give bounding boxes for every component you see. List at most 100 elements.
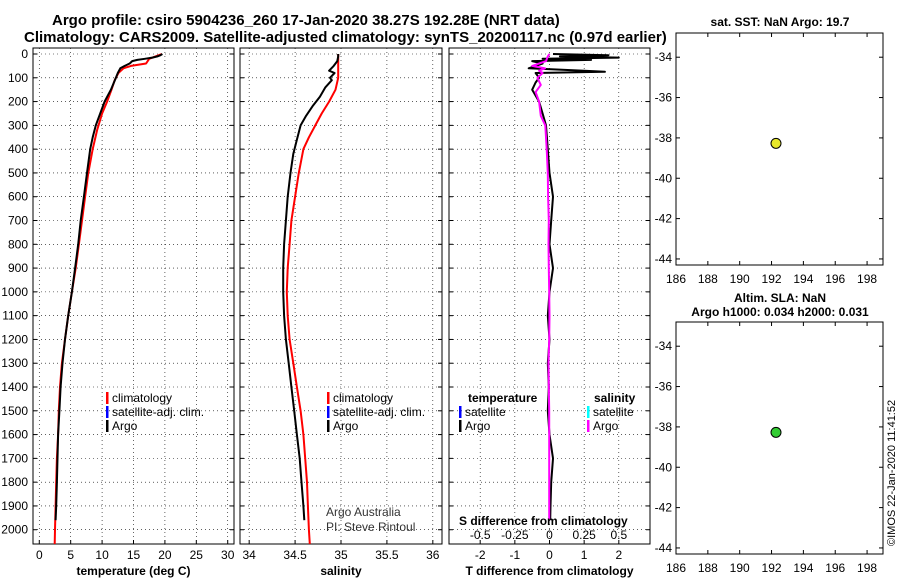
sst-map-ytick-label: -36: [655, 91, 673, 105]
tdiff-legend-swatch: [459, 420, 462, 432]
difference-xtick-label: 2: [615, 548, 622, 562]
sst-map-xtick-label: 196: [825, 272, 845, 286]
depth-tick-label: 1300: [1, 356, 28, 370]
depth-tick-label: 1100: [2, 309, 28, 323]
depth-tick-label: 1500: [1, 404, 28, 418]
sla-map-ytick-label: -36: [655, 380, 673, 394]
temperature-xtick-label: 0: [36, 548, 43, 562]
sst-map-xtick-label: 188: [698, 272, 718, 286]
depth-tick-label: 200: [8, 95, 28, 109]
sla-map-xtick-label: 190: [730, 561, 750, 575]
difference-secondary-tick-label: 0.25: [572, 528, 596, 542]
difference-xlabel: T difference from climatology: [465, 564, 633, 578]
temperature-xlabel: temperature (deg C): [76, 564, 190, 578]
sla-map-xtick-label: 186: [666, 561, 686, 575]
depth-tick-label: 1200: [1, 332, 28, 346]
salinity-legend-label: satellite-adj. clim.: [333, 405, 425, 419]
sla-map-frame: [675, 321, 884, 555]
difference-xtick-label: 0: [546, 548, 553, 562]
imos-timestamp: ©IMOS 22-Jan-2020 11:41:52: [886, 399, 898, 546]
sla-map-xtick-label: 198: [857, 561, 877, 575]
depth-tick-label: 1600: [1, 428, 28, 442]
difference-secondary-tick-label: 0.5: [610, 528, 627, 542]
figure-title-line2: Climatology: CARS2009. Satellite-adjuste…: [24, 29, 667, 46]
depth-tick-label: 0: [21, 47, 28, 61]
salinity-xlabel: salinity: [320, 564, 362, 578]
argo-australia-credit: Argo Australia: [326, 505, 401, 519]
sla-map-title-line1: Altim. SLA: NaN: [733, 291, 826, 305]
difference-xtick-label: -2: [475, 548, 486, 562]
sla-map-ytick-label: -42: [655, 501, 673, 515]
temperature-legend-swatch: [106, 406, 109, 418]
temperature-xtick-label: 20: [158, 548, 172, 562]
salinity-panel: [239, 47, 443, 545]
depth-tick-label: 100: [8, 71, 28, 85]
depth-tick-label: 800: [8, 237, 28, 251]
temperature-series-line: [54, 53, 163, 521]
sla-map-xtick-label: 192: [762, 561, 782, 575]
temperature-xtick-label: 5: [67, 548, 74, 562]
depth-tick-label: 600: [8, 190, 28, 204]
difference-secondary-tick-label: 0: [546, 528, 553, 542]
sst-map-argo-point: [770, 137, 782, 149]
sdiff-legend-label: Argo: [593, 419, 619, 433]
depth-tick-label: 1900: [1, 499, 28, 513]
temperature-panel: [32, 47, 235, 545]
salinity-series-line: [282, 54, 340, 521]
salinity-xtick-label: 34: [243, 548, 257, 562]
difference-secondary-xlabel: S difference from climatology: [459, 514, 628, 528]
depth-tick-label: 1000: [1, 285, 28, 299]
temperature-xtick-label: 10: [95, 548, 109, 562]
depth-tick-label: 300: [8, 118, 28, 132]
sla-map-argo-point: [770, 426, 782, 438]
sst-map-xtick-label: 198: [857, 272, 877, 286]
temperature-legend-header: temperature: [468, 391, 538, 405]
tdiff-legend-swatch: [459, 406, 462, 418]
sla-map-ytick-label: -44: [655, 541, 673, 555]
depth-tick-label: 1700: [1, 451, 28, 465]
difference-secondary-tick-label: -0.25: [501, 528, 529, 542]
difference-secondary-tick-label: -0.5: [470, 528, 491, 542]
sst-map-xtick-label: 186: [666, 272, 686, 286]
sst-map-xtick-label: 192: [762, 272, 782, 286]
sdiff-legend-swatch: [587, 406, 590, 418]
depth-tick-label: 900: [8, 261, 28, 275]
difference-series-line: [527, 53, 620, 521]
sla-map-xtick-label: 194: [793, 561, 813, 575]
temperature-legend-swatch: [106, 392, 109, 404]
salinity-legend-swatch: [327, 406, 330, 418]
tdiff-legend-label: satellite: [465, 405, 506, 419]
sdiff-legend-swatch: [587, 420, 590, 432]
depth-tick-label: 2000: [1, 523, 28, 537]
sst-map-xtick-label: 194: [793, 272, 813, 286]
difference-panel: [448, 47, 651, 545]
salinity-xtick-label: 36: [426, 548, 440, 562]
sla-map-ytick-label: -40: [655, 460, 673, 474]
depth-tick-label: 500: [8, 166, 28, 180]
depth-tick-label: 1800: [1, 475, 28, 489]
salinity-legend-swatch: [327, 420, 330, 432]
sst-map-xtick-label: 190: [730, 272, 750, 286]
depth-tick-label: 700: [8, 214, 28, 228]
temperature-legend-swatch: [106, 420, 109, 432]
salinity-legend-label: Argo: [333, 419, 359, 433]
sla-map-xtick-label: 196: [825, 561, 845, 575]
sla-map-ytick-label: -34: [655, 339, 673, 353]
temperature-legend-label: Argo: [112, 419, 138, 433]
figure-title-line1: Argo profile: csiro 5904236_260 17-Jan-2…: [52, 12, 560, 29]
sla-map-ytick-label: -38: [655, 420, 673, 434]
temperature-xtick-label: 30: [221, 548, 235, 562]
sst-map-ytick-label: -44: [655, 252, 673, 266]
tdiff-legend-label: Argo: [465, 419, 491, 433]
salinity-xtick-label: 34.5: [283, 548, 307, 562]
sla-map-title-line2: Argo h1000: 0.034 h2000: 0.031: [691, 305, 869, 319]
salinity-xtick-label: 35: [334, 548, 348, 562]
depth-tick-label: 1400: [1, 380, 28, 394]
sst-map-ytick-label: -38: [655, 131, 673, 145]
sst-map-ytick-label: -40: [655, 171, 673, 185]
sst-map-ytick-label: -42: [655, 212, 673, 226]
temperature-xtick-label: 25: [190, 548, 204, 562]
difference-xtick-label: -1: [510, 548, 521, 562]
pi-credit: PI: Steve Rintoul: [326, 520, 415, 534]
